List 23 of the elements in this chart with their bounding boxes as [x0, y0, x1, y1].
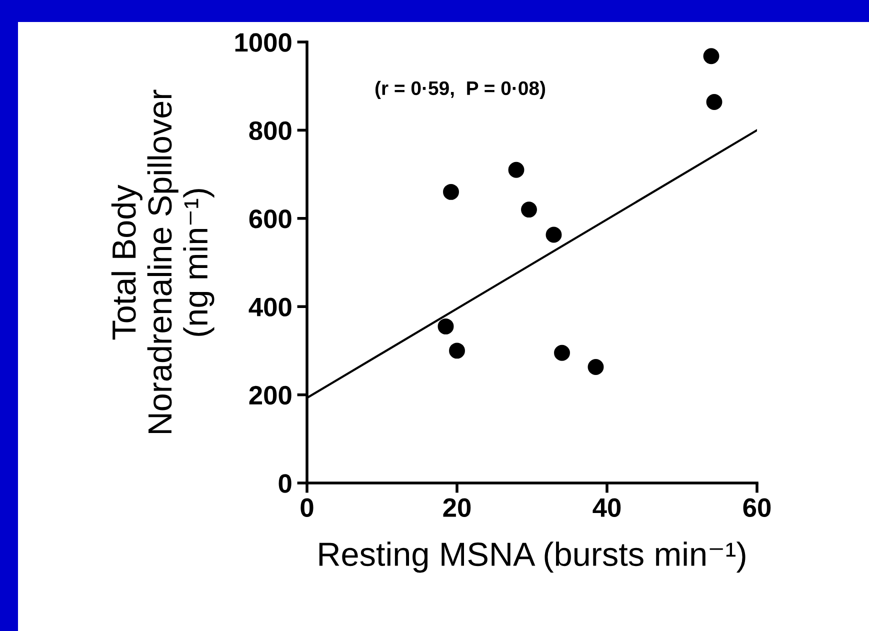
x-tick-label: 0	[300, 498, 314, 517]
y-tick-label: 0	[278, 474, 292, 493]
x-axis-title: Resting MSNA (bursts min⁻¹)	[319, 542, 746, 573]
annotation: (r = 0·59, P = 0·08)	[375, 80, 546, 99]
y-tick-label: 1000	[235, 33, 292, 52]
x-tick-label: 20	[443, 498, 471, 517]
y-tick-label: 200	[249, 386, 292, 405]
point	[508, 162, 524, 178]
point	[588, 359, 604, 375]
x-tick-label: 60	[743, 498, 771, 517]
point	[449, 342, 465, 359]
y-tick-label: 800	[249, 121, 292, 140]
point	[438, 318, 454, 334]
x-tick-label: 40	[592, 498, 621, 517]
y-axis-title: Total Body Noradrenaline Spillover (ng min⁻¹)	[111, 90, 214, 433]
point	[443, 184, 459, 200]
point	[706, 94, 722, 110]
y-tick-label: 400	[248, 298, 292, 316]
point	[554, 344, 570, 361]
point	[703, 48, 720, 64]
y-tick-label: 600	[249, 210, 292, 228]
point	[521, 202, 537, 218]
point	[546, 226, 562, 243]
